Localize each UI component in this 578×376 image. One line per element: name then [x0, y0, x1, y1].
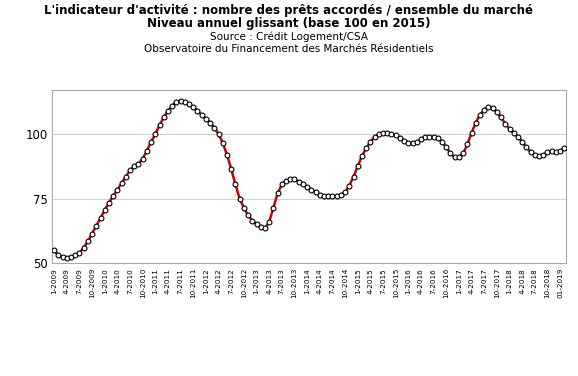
- Text: Source : Crédit Logement/CSA: Source : Crédit Logement/CSA: [210, 32, 368, 42]
- Text: Niveau annuel glissant (base 100 en 2015): Niveau annuel glissant (base 100 en 2015…: [147, 17, 431, 30]
- Text: L'indicateur d'activité : nombre des prêts accordés / ensemble du marché: L'indicateur d'activité : nombre des prê…: [45, 4, 533, 17]
- Text: Observatoire du Financement des Marchés Résidentiels: Observatoire du Financement des Marchés …: [144, 44, 434, 54]
